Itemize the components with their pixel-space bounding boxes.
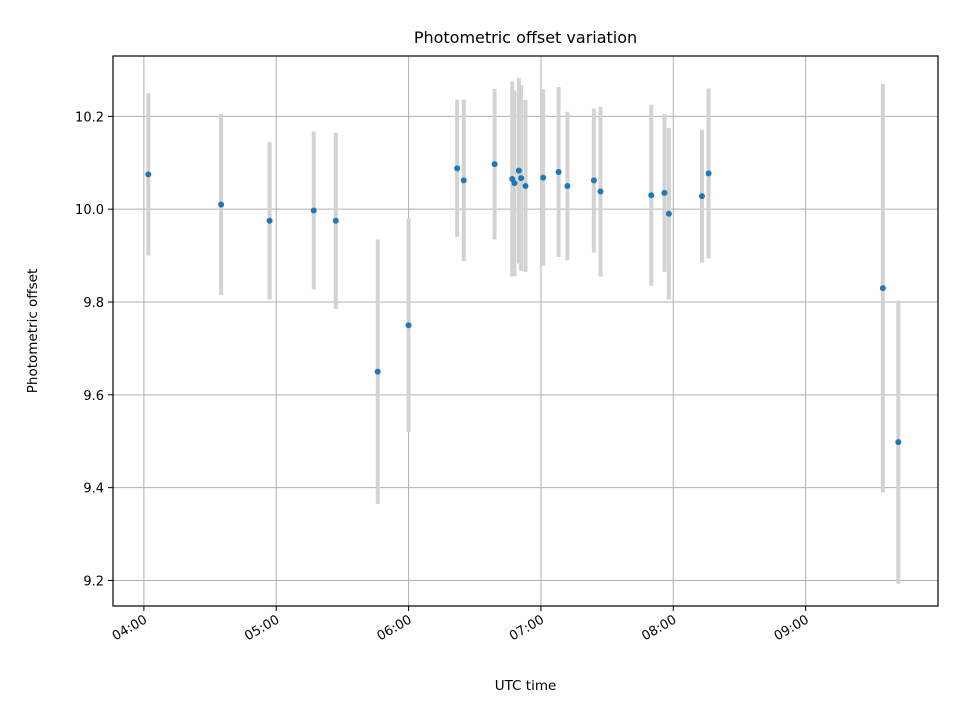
data-point <box>698 193 705 200</box>
data-point <box>405 322 412 329</box>
y-tick-label: 10.2 <box>75 110 104 125</box>
data-point <box>564 182 571 189</box>
data-point <box>266 217 273 224</box>
x-tick-label: 08:00 <box>639 612 679 644</box>
data-point <box>597 188 604 195</box>
x-axis-label: UTC time <box>495 678 557 694</box>
data-point <box>332 217 339 224</box>
x-tick-label: 05:00 <box>242 612 282 644</box>
error-bars <box>146 77 901 584</box>
data-point <box>661 189 668 196</box>
data-point <box>648 192 655 199</box>
y-tick-label: 9.4 <box>83 482 104 497</box>
data-point <box>522 182 529 189</box>
data-point <box>540 174 547 181</box>
data-point <box>460 177 467 184</box>
y-tick-label: 9.2 <box>83 574 104 589</box>
data-point <box>515 167 522 174</box>
data-point <box>374 368 381 375</box>
data-point <box>310 207 317 214</box>
data-point <box>665 210 672 217</box>
x-tick-label: 07:00 <box>507 612 547 644</box>
data-point <box>555 169 562 176</box>
y-tick-label: 10.0 <box>75 203 104 218</box>
data-point <box>879 285 886 292</box>
x-tick-label: 06:00 <box>375 612 415 644</box>
plot-frame <box>112 55 939 607</box>
data-point <box>491 161 498 168</box>
chart-title: Photometric offset variation <box>414 28 637 47</box>
x-tick-label: 09:00 <box>772 612 812 644</box>
data-point <box>895 439 902 446</box>
grid <box>113 56 938 606</box>
data-point <box>145 171 152 178</box>
data-point <box>590 177 597 184</box>
data-point <box>518 175 525 182</box>
y-axis-label: Photometric offset <box>25 269 41 393</box>
data-point <box>511 180 518 187</box>
data-points <box>145 161 902 446</box>
data-point <box>705 170 712 177</box>
y-tick-label: 9.6 <box>83 389 104 404</box>
y-tick-label: 9.8 <box>83 296 104 311</box>
x-tick-label: 04:00 <box>110 612 150 644</box>
data-point <box>218 201 225 208</box>
data-point <box>454 165 461 172</box>
